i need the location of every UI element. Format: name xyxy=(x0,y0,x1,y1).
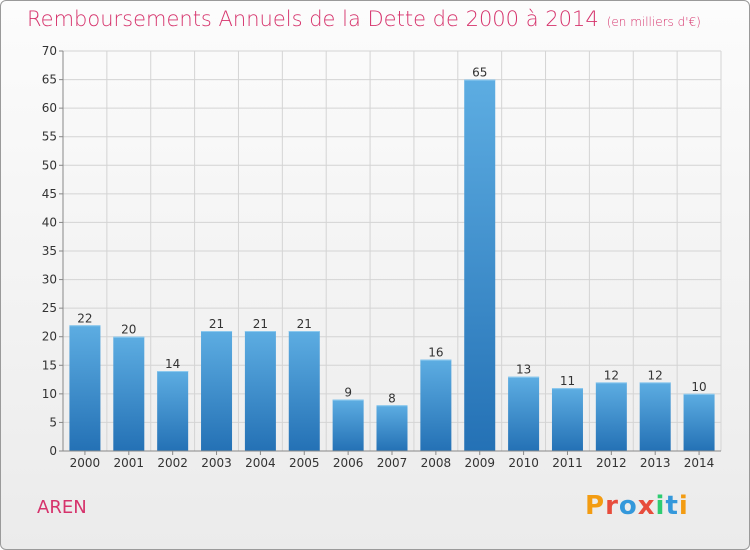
x-tick-label: 2003 xyxy=(201,456,232,470)
bar-value-label: 20 xyxy=(121,323,136,337)
bar-value-label: 9 xyxy=(344,386,352,400)
bar xyxy=(157,371,189,451)
x-tick-label: 2006 xyxy=(333,456,364,470)
bar-value-label: 10 xyxy=(691,380,706,394)
y-tick-label: 30 xyxy=(42,273,57,287)
logo-letter: i xyxy=(678,491,689,521)
logo-letter: o xyxy=(618,491,638,521)
y-tick-label: 60 xyxy=(42,101,57,115)
title-text: Remboursements Annuels de la Dette de 20… xyxy=(27,7,599,31)
bar xyxy=(508,376,540,451)
x-tick-label: 2010 xyxy=(508,456,539,470)
x-tick-label: 2005 xyxy=(289,456,320,470)
y-tick-label: 40 xyxy=(42,215,57,229)
y-tick-label: 25 xyxy=(42,301,57,315)
bar-value-label: 14 xyxy=(165,357,180,371)
bar-value-label: 21 xyxy=(297,317,312,331)
bar xyxy=(69,325,101,451)
bar-value-label: 65 xyxy=(472,66,487,80)
bar-value-label: 11 xyxy=(560,374,575,388)
bar xyxy=(201,331,233,451)
bar xyxy=(683,393,715,451)
y-tick-label: 70 xyxy=(42,44,57,58)
bar xyxy=(464,79,496,452)
logo-letter: r xyxy=(605,491,619,521)
bar-value-label: 21 xyxy=(209,317,224,331)
x-tick-label: 2000 xyxy=(70,456,101,470)
y-tick-label: 15 xyxy=(42,358,57,372)
logo-letter: t xyxy=(665,491,679,521)
logo-letter: i xyxy=(655,491,666,521)
logo-letter: P xyxy=(585,491,606,521)
bar-value-label: 12 xyxy=(604,368,619,382)
x-tick-label: 2007 xyxy=(377,456,408,470)
bar xyxy=(376,405,408,451)
bar-value-label: 8 xyxy=(388,391,396,405)
logo-letter: x xyxy=(637,491,656,521)
y-tick-label: 10 xyxy=(42,387,57,401)
y-tick-label: 65 xyxy=(42,73,57,87)
bar xyxy=(113,336,145,451)
bar xyxy=(288,331,320,451)
bar xyxy=(244,331,276,451)
bar xyxy=(551,388,583,451)
x-tick-label: 2008 xyxy=(421,456,452,470)
y-tick-label: 20 xyxy=(42,330,57,344)
y-tick-label: 55 xyxy=(42,130,57,144)
bar xyxy=(595,382,627,451)
town-name: AREN xyxy=(37,497,87,518)
proxiti-logo: Proxiti xyxy=(585,491,689,521)
x-tick-label: 2009 xyxy=(464,456,495,470)
x-tick-label: 2002 xyxy=(157,456,188,470)
x-tick-label: 2011 xyxy=(552,456,583,470)
x-tick-label: 2013 xyxy=(640,456,671,470)
y-tick-label: 45 xyxy=(42,187,57,201)
chart-subtitle: (en milliers d'€) xyxy=(606,15,701,29)
y-tick-label: 5 xyxy=(49,415,57,429)
axes: 0 5 10 15 20 25 30 35 40 45 50 55 60 65 70 2000 2001 2002… xyxy=(42,44,721,470)
bar xyxy=(639,382,671,451)
bar-value-label: 16 xyxy=(428,346,443,360)
x-tick-label: 2004 xyxy=(245,456,276,470)
x-tick-label: 2012 xyxy=(596,456,627,470)
bar-value-label: 21 xyxy=(253,317,268,331)
bar-value-label: 13 xyxy=(516,363,531,377)
bar-value-label: 12 xyxy=(648,368,663,382)
y-tick-label: 0 xyxy=(49,444,57,458)
bar-value-label: 22 xyxy=(77,311,92,325)
bars: 22 20 14 21 21 21 9 8 16 65 13 11 12 12 10 xyxy=(69,66,715,452)
bar xyxy=(420,359,452,451)
x-tick-label: 2001 xyxy=(114,456,145,470)
chart-title: Remboursements Annuels de la Dette de 20… xyxy=(27,7,701,31)
bar xyxy=(332,399,364,451)
y-tick-label: 50 xyxy=(42,158,57,172)
x-tick-label: 2014 xyxy=(684,456,715,470)
y-tick-label: 35 xyxy=(42,244,57,258)
